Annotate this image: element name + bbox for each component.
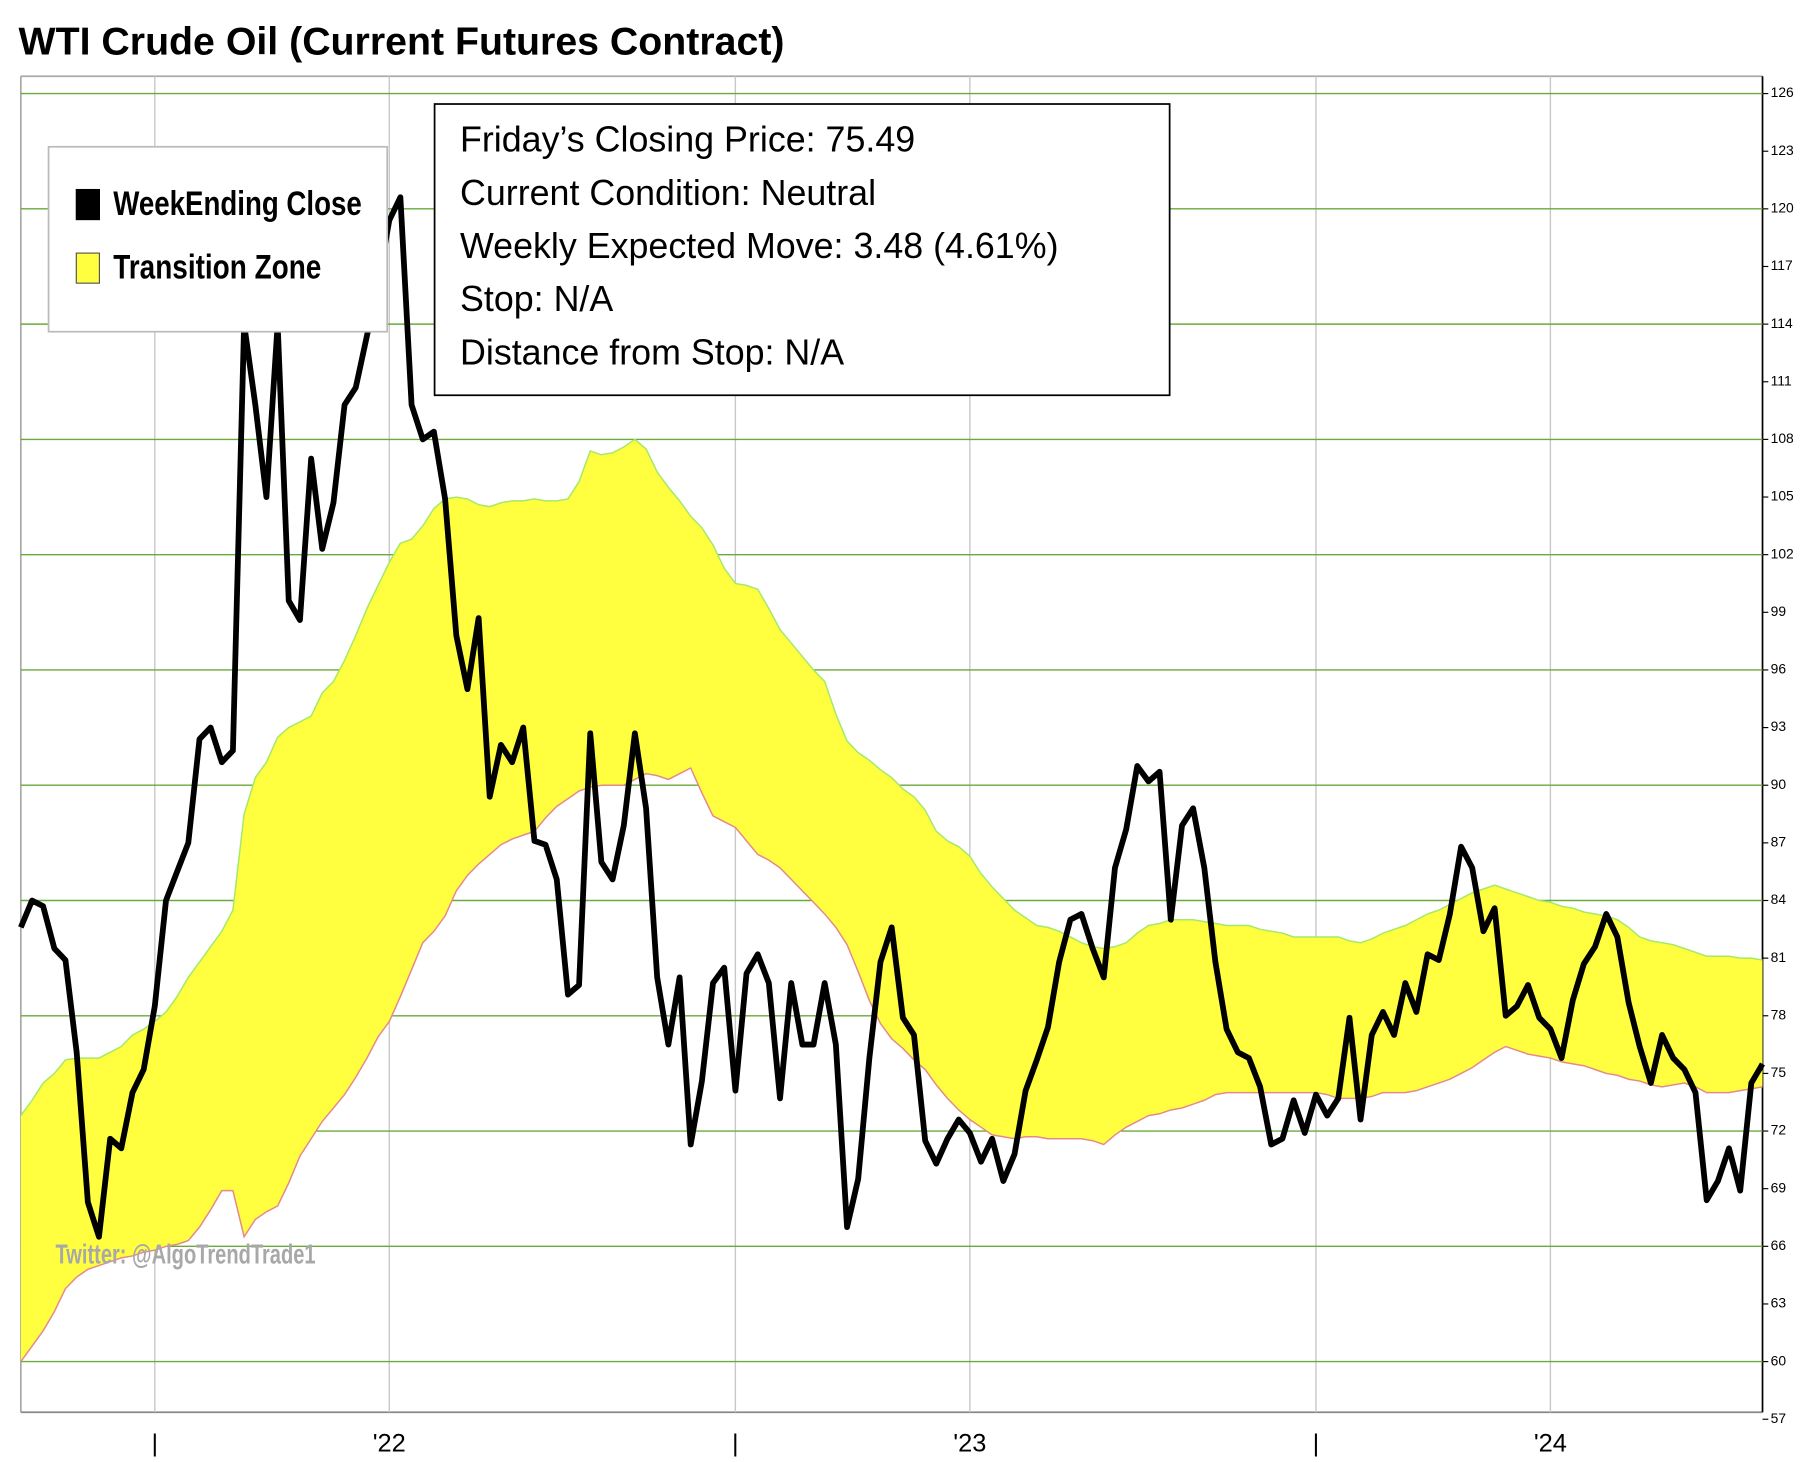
x-tick-label: '23 xyxy=(953,1429,986,1457)
info-line: Distance from Stop: N/A xyxy=(460,332,844,372)
legend-label: WeekEnding Close xyxy=(113,185,361,223)
y-tick-label: 111 xyxy=(1771,372,1792,388)
watermark: Twitter: @AlgoTrendTrade1 xyxy=(56,1239,316,1270)
y-tick-label: 84 xyxy=(1771,891,1787,907)
legend-swatch xyxy=(75,188,101,221)
y-tick-label: 117 xyxy=(1771,257,1793,273)
y-tick-label: 114 xyxy=(1771,315,1793,331)
y-tick-label: 99 xyxy=(1771,603,1787,619)
y-tick-label: 72 xyxy=(1771,1122,1787,1138)
legend: WeekEnding Close Transition Zone xyxy=(47,145,389,333)
info-box: Friday’s Closing Price: 75.49 Current Con… xyxy=(433,103,1171,397)
y-tick-label: 60 xyxy=(1771,1352,1787,1368)
legend-box xyxy=(47,145,389,333)
y-tick-label: 75 xyxy=(1771,1064,1787,1080)
x-tick-label: | xyxy=(152,1429,159,1457)
y-tick-label: 66 xyxy=(1771,1237,1787,1253)
y-tick-label: 57 xyxy=(1771,1410,1787,1426)
legend-swatch xyxy=(75,252,101,284)
y-tick-label: 93 xyxy=(1771,718,1787,734)
zone-upper-edge xyxy=(20,438,1763,1117)
zone-lower-edge xyxy=(20,766,1763,1363)
y-tick-label: 123 xyxy=(1771,142,1794,158)
y-tick-label: 96 xyxy=(1771,661,1787,677)
y-tick-label: 78 xyxy=(1771,1006,1787,1022)
y-tick-label: 90 xyxy=(1771,776,1787,792)
y-tick-label: 120 xyxy=(1771,200,1794,216)
x-tick-label: | xyxy=(732,1429,739,1457)
info-line: Current Condition: Neutral xyxy=(460,173,876,213)
chart-title: WTI Crude Oil (Current Futures Contract) xyxy=(19,19,785,63)
x-tick-label: '22 xyxy=(373,1429,406,1457)
y-tick-label: 69 xyxy=(1771,1179,1787,1195)
y-tick-label: 126 xyxy=(1771,84,1794,100)
close-line xyxy=(18,194,1766,1240)
y-tick-label: 81 xyxy=(1771,949,1787,965)
y-tick-label: 105 xyxy=(1771,488,1794,504)
y-tick-label: 108 xyxy=(1771,430,1794,446)
y-tick-label: 102 xyxy=(1771,545,1794,561)
x-tick-label: '24 xyxy=(1534,1429,1567,1457)
info-frame xyxy=(433,103,1171,397)
info-line: Stop: N/A xyxy=(460,279,613,319)
x-tick-label: | xyxy=(1313,1429,1320,1457)
info-line: Friday’s Closing Price: 75.49 xyxy=(460,120,915,160)
y-tick-label: 63 xyxy=(1771,1295,1787,1311)
transition-zone xyxy=(20,439,1763,1362)
legend-label: Transition Zone xyxy=(113,248,321,286)
y-tick-label: 87 xyxy=(1771,834,1787,850)
info-line: Weekly Expected Move: 3.48 (4.61%) xyxy=(460,226,1058,266)
